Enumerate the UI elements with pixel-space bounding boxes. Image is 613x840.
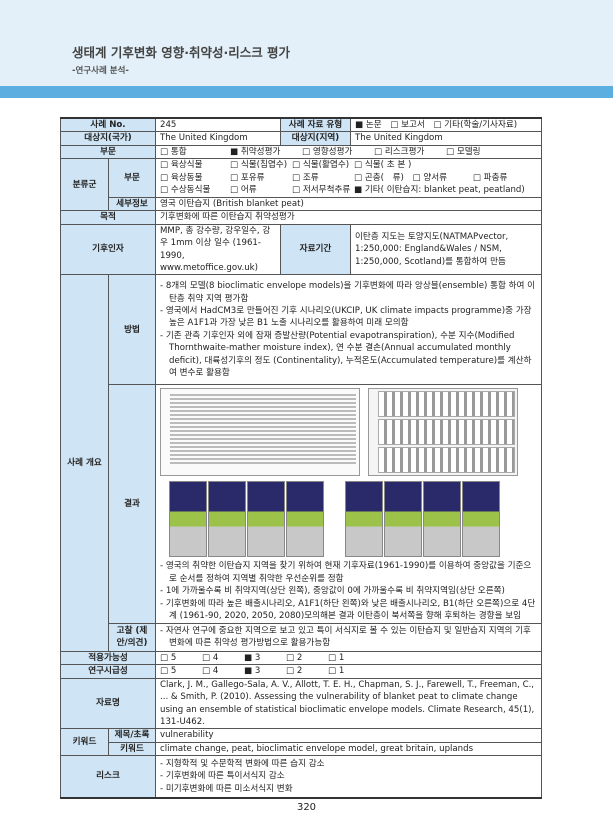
opt: □ 모델링: [446, 146, 481, 157]
opt: □ 통합: [160, 146, 187, 157]
urgency-label: 연구시급성: [60, 664, 156, 679]
opt: ■ 기타( 이탄습지: blanket peat, peatland): [354, 185, 525, 196]
risk-item: - 기후변화에 따른 특이서식지 감소: [160, 771, 285, 782]
page-subtitle: -연구사례 분석-: [72, 66, 129, 76]
purpose-label: 목적: [60, 210, 156, 225]
high-emission-maps: [160, 481, 324, 558]
risk-item: - 미기후변화에 따른 미소서식지 변화: [160, 783, 293, 794]
type-options: ■ 논문 □ 보고서 □ 기타(학술/기사자료): [350, 117, 542, 133]
map: [169, 481, 207, 558]
kw-label: 키워드: [108, 741, 156, 757]
map: [247, 481, 285, 558]
map: [423, 481, 461, 558]
result-item: - 기후변화에 따라 높은 배출시나리오, A1F1(하단 왼쪽)와 낮은 배출…: [160, 598, 536, 622]
header-stripe: [0, 86, 613, 98]
opt: □ 1: [328, 666, 345, 677]
taxon-options: □ 육상식물 □ 식물(침엽수) □ 식물(활엽수) □ 식물( 초 본 ) □ 육상…: [155, 158, 542, 198]
opt: □ 식물(활엽수): [292, 160, 350, 171]
opt: ■ 3: [244, 652, 261, 663]
risk-label: 리스크: [60, 755, 156, 799]
case-no-label: 사례 No.: [60, 117, 156, 133]
map: [384, 481, 422, 558]
map: [462, 481, 500, 558]
result-figure-top: [160, 385, 537, 479]
opt: □ 육상동물: [160, 172, 203, 183]
title-abs-label: 제목/초록: [108, 728, 156, 743]
case-table: 사례 No. 245 사례 자료 유형 ■ 논문 □ 보고서 □ 기타(학술/기사자료…: [60, 117, 542, 799]
opt: □ 5: [160, 666, 177, 677]
low-emission-maps: [336, 481, 500, 558]
detail: 영국 이탄습지 (British blanket peat): [155, 196, 542, 212]
taxon-label: 분류군: [60, 158, 109, 212]
sector-options: □ 통합 ■ 취약성평가 □ 영향성평가 □ 리스크평가 □ 모델링: [155, 144, 542, 160]
opt: ■ 취약성평가: [230, 146, 281, 157]
result-label: 결과: [108, 384, 156, 624]
climate-label: 기후인자: [60, 223, 156, 276]
climate: MMP, 총 강수량, 강우일수, 강우 1mm 이상 일수 (1961-199…: [155, 223, 281, 276]
opt: □ 식물( 초 본 ): [354, 160, 412, 171]
keyword-label: 키워드: [60, 728, 109, 757]
opt: □ 수상동식물: [160, 185, 211, 196]
result-maps: [160, 479, 537, 560]
page-number: 320: [296, 802, 317, 813]
rank-table-figure: [160, 388, 360, 477]
opt: □ 조류: [292, 172, 319, 183]
opt: □ 1: [328, 652, 345, 663]
purpose: 기후변화에 따른 이탄습지 취약성평가: [155, 210, 542, 225]
boxplot-figure: [368, 388, 518, 477]
map: [286, 481, 324, 558]
type-label: 사례 자료 유형: [280, 117, 351, 133]
case-no: 245: [155, 117, 281, 133]
risk-item: - 지형학적 및 수문학적 변화에 따른 습지 감소: [160, 758, 325, 769]
source: Clark, J. M., Gallego-Sala, A. V., Allot…: [155, 677, 542, 730]
method-label: 방법: [108, 274, 156, 386]
opt: □ 식물(침엽수): [230, 160, 288, 171]
opt: □ 4: [202, 666, 219, 677]
region-label: 대상지(지역): [280, 131, 351, 146]
risk: - 지형학적 및 수문학적 변화에 따른 습지 감소 - 기후변화에 따른 특이서…: [155, 755, 542, 799]
title-abs: vulnerability: [155, 728, 542, 743]
opt: □ 육상식물: [160, 160, 203, 171]
country-label: 대상지(국가): [60, 131, 156, 146]
opt: □ 2: [286, 666, 303, 677]
header-band: [0, 0, 613, 86]
opt: □ 영향성평가: [302, 146, 353, 157]
map: [345, 481, 383, 558]
method-item: - 8개의 모델(8 bioclimatic envelope models)을…: [160, 281, 536, 304]
opt: □ 2: [286, 652, 303, 663]
opt: □ 저서무척추류: [292, 185, 351, 196]
discussion-label: 고찰 (제안/의견): [108, 622, 156, 652]
result: - 영국의 취약한 이탄습지 지역을 찾기 위하여 현재 기후자료(1961-1…: [155, 384, 542, 624]
overview-label: 사례 개요: [60, 274, 109, 652]
method: - 8개의 모델(8 bioclimatic envelope models)을…: [155, 274, 542, 386]
page-title: 생태계 기후변화 영향·취약성·리스크 평가: [72, 45, 291, 60]
result-item: - 1에 가까울수록 비 취약지역(상단 왼쪽), 중앙값이 0에 가까울수록 …: [160, 586, 505, 597]
discussion-text: - 자연사 연구에 중요한 지역으로 보고 있고 특이 서식지로 볼 수 있는 …: [160, 625, 531, 649]
method-item: - 기존 관측 기후인자 외에 잠재 증발산량(Potential evapot…: [160, 330, 532, 379]
country: The United Kingdom: [155, 131, 281, 146]
opt: □ 리스크평가: [374, 146, 425, 157]
period-label: 자료기간: [280, 223, 351, 276]
urgency-options: □ 5 □ 4 ■ 3 □ 2 □ 1: [155, 664, 542, 679]
period: 이탄층 지도는 토양지도(NATMAPvector, 1:250,000: En…: [350, 223, 542, 276]
opt: □ 어류: [230, 185, 257, 196]
region: The United Kingdom: [350, 131, 542, 146]
discussion: - 자연사 연구에 중요한 지역으로 보고 있고 특이 서식지로 볼 수 있는 …: [155, 622, 542, 652]
opt: □ 곤충( 류) □ 양서류 □ 파충류: [354, 172, 508, 183]
map: [208, 481, 246, 558]
opt: □ 5: [160, 652, 177, 663]
applicability-options: □ 5 □ 4 ■ 3 □ 2 □ 1: [155, 650, 542, 666]
method-item: - 영국에서 HadCM3로 만들어진 기후 시나리오(UKCIP, UK cl…: [160, 306, 532, 329]
sector-label: 부문: [60, 144, 156, 160]
result-item: - 영국의 취약한 이탄습지 지역을 찾기 위하여 현재 기후자료(1961-1…: [160, 561, 532, 584]
opt: □ 포유류: [230, 172, 265, 183]
detail-label: 세부정보: [108, 196, 156, 212]
taxon-sector-label: 부문: [108, 158, 156, 198]
keywords: climate change, peat, bioclimatic envelo…: [155, 741, 542, 757]
opt: ■ 3: [244, 666, 261, 677]
source-label: 자료명: [60, 677, 156, 730]
opt: □ 4: [202, 652, 219, 663]
applicability-label: 적용가능성: [60, 650, 156, 666]
